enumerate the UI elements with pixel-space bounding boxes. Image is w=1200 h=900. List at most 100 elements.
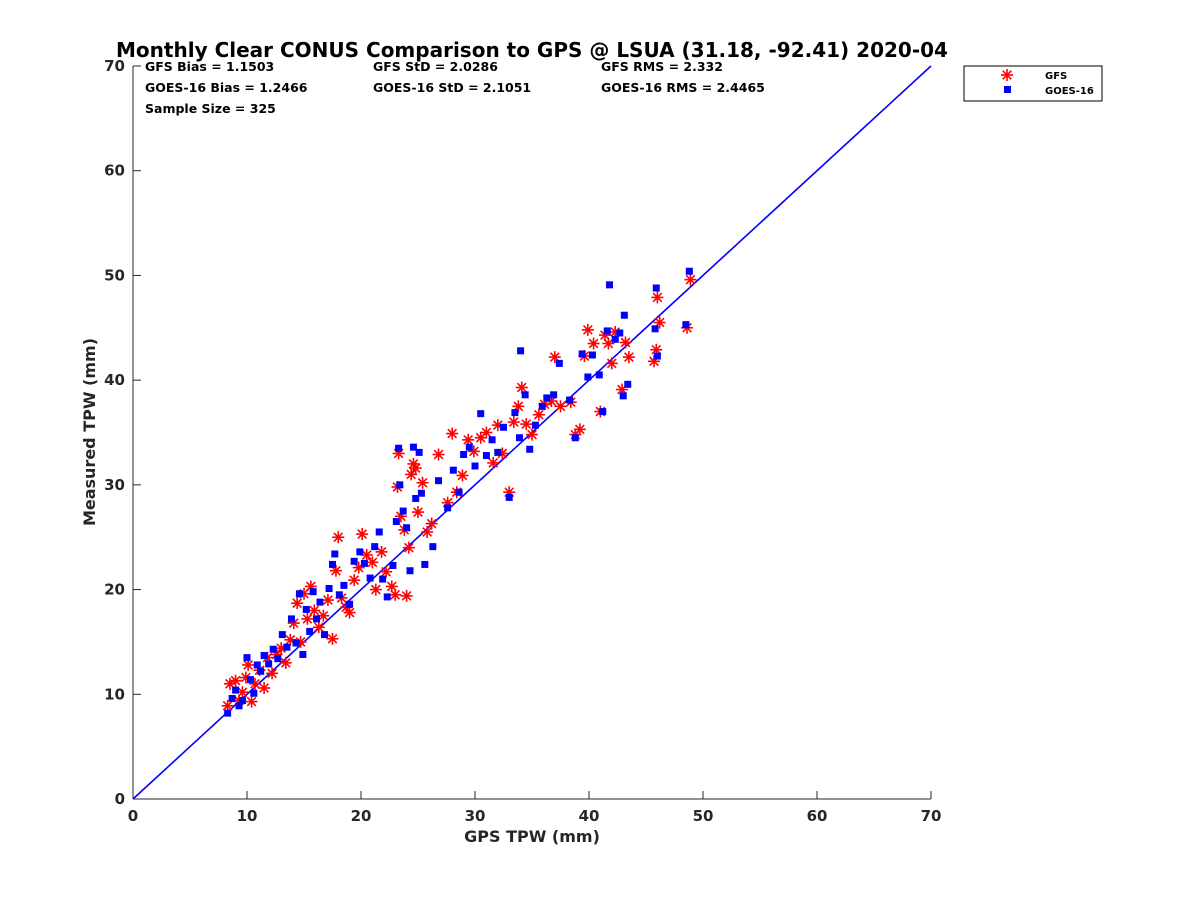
goes16-point — [389, 561, 397, 569]
gfs-point — [369, 583, 382, 596]
goes16-point — [238, 697, 246, 705]
goes16-point — [652, 284, 660, 292]
stat-goes16-std: GOES-16 StD = 2.1051 — [373, 80, 531, 95]
goes16-point — [274, 655, 282, 663]
goes16-point — [449, 466, 457, 474]
gfs-point — [242, 658, 255, 671]
goes16-point — [543, 394, 551, 402]
gfs-point — [684, 273, 697, 286]
gfs-point — [258, 682, 271, 695]
goes16-point — [550, 391, 558, 399]
goes16-point — [611, 335, 619, 343]
goes16-point — [316, 598, 324, 606]
goes16-point — [366, 574, 374, 582]
goes16-point — [521, 391, 529, 399]
goes16-point — [595, 371, 603, 379]
goes16-point — [482, 452, 490, 460]
gfs-point — [312, 621, 325, 634]
gfs-point — [487, 456, 500, 469]
y-tick-label: 30 — [104, 476, 125, 494]
gfs-point — [301, 612, 314, 625]
gfs-point — [389, 588, 402, 601]
x-axis-label: GPS TPW (mm) — [464, 827, 600, 846]
gfs-point — [326, 632, 339, 645]
goes16-point — [392, 518, 400, 526]
goes16-point — [511, 409, 519, 417]
gfs-point — [412, 506, 424, 519]
goes16-point — [371, 543, 379, 551]
goes16-point — [471, 462, 479, 470]
x-tick-label: 20 — [351, 807, 372, 825]
gfs-point — [622, 351, 635, 364]
goes16-point — [435, 477, 443, 485]
gfs-point — [532, 408, 545, 421]
goes16-point — [399, 507, 407, 515]
y-tick-label: 40 — [104, 371, 125, 389]
goes16-point — [269, 645, 277, 653]
x-tick-label: 10 — [237, 807, 258, 825]
goes16-point — [379, 575, 387, 583]
y-tick-label: 0 — [115, 790, 125, 808]
goes16-point — [417, 489, 425, 497]
goes16-point — [515, 434, 523, 442]
gfs-point — [343, 606, 356, 619]
gfs-point — [446, 427, 459, 440]
legend-box — [963, 65, 1103, 102]
goes16-point — [340, 581, 348, 589]
goes16-point — [396, 481, 404, 489]
stat-gfs-rms: GFS RMS = 2.332 — [601, 59, 723, 74]
y-axis-label: Measured TPW (mm) — [80, 338, 99, 526]
gfs-point — [409, 462, 422, 475]
x-tick-label: 50 — [693, 807, 714, 825]
goes16-point — [335, 591, 343, 599]
goes16-point — [578, 350, 586, 358]
stat-sample-size: Sample Size = 325 — [145, 101, 276, 116]
goes16-point — [246, 676, 254, 684]
gfs-point — [348, 574, 361, 587]
legend-gfs-marker — [1001, 69, 1013, 81]
goes16-point — [250, 689, 258, 697]
goes16-point — [265, 660, 273, 668]
goes16-point — [616, 329, 624, 337]
goes16-point — [603, 327, 611, 335]
gfs-point — [245, 695, 258, 708]
x-tick-label: 0 — [128, 807, 138, 825]
goes16-point — [253, 661, 261, 669]
goes16-point — [260, 652, 268, 660]
goes16-point — [682, 321, 690, 329]
legend-gfs-asterisk — [1001, 69, 1013, 81]
axes — [132, 66, 931, 800]
goes16-point — [421, 560, 429, 568]
goes16-point — [571, 434, 579, 442]
goes16-point — [228, 694, 236, 702]
goes16-point — [555, 359, 563, 367]
gfs-point — [573, 423, 586, 436]
gfs-series — [221, 273, 697, 712]
goes16-point — [477, 410, 485, 418]
legend-gfs-label: GFS — [1045, 71, 1067, 82]
goes16-point — [412, 494, 420, 502]
goes16-point — [488, 436, 496, 444]
goes16-point — [619, 392, 627, 400]
goes16-point — [409, 443, 417, 451]
goes16-point — [383, 593, 391, 601]
goes16-point — [505, 493, 513, 501]
goes16-series — [224, 267, 693, 717]
gfs-point — [291, 597, 304, 610]
goes16-point — [360, 559, 368, 567]
gfs-point — [587, 337, 600, 350]
gfs-point — [375, 545, 388, 558]
gfs-point — [651, 291, 664, 304]
goes16-point — [494, 448, 502, 456]
gfs-point — [332, 531, 345, 544]
goes16-point — [313, 615, 321, 623]
goes16-point — [232, 686, 240, 694]
goes16-point — [325, 585, 333, 593]
x-tick-label: 70 — [921, 807, 942, 825]
goes16-point — [406, 567, 414, 575]
goes16-point — [346, 600, 354, 608]
goes16-point — [444, 504, 452, 512]
goes16-point — [429, 543, 437, 551]
gfs-point — [619, 336, 632, 349]
